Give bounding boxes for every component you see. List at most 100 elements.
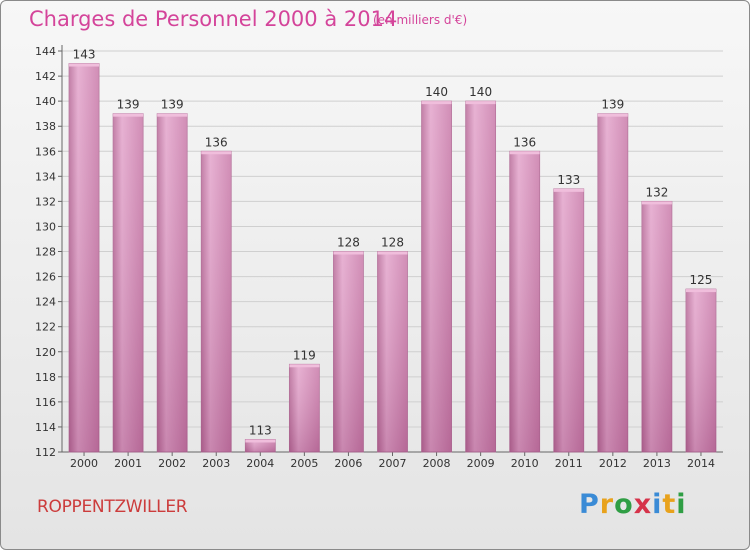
data-label: 125 [690, 273, 713, 287]
x-tick-label: 2014 [687, 457, 715, 470]
bar-top [289, 364, 320, 368]
bar-shade [113, 113, 144, 452]
bar-top [509, 151, 540, 155]
data-label: 136 [205, 135, 228, 149]
y-tick-label: 122 [35, 321, 56, 334]
chart-subtitle: (en milliers d'€) [373, 13, 468, 27]
bar [597, 113, 629, 453]
data-label: 119 [293, 348, 316, 362]
data-label: 132 [645, 185, 668, 199]
y-tick-label: 116 [35, 396, 56, 409]
bar [288, 363, 320, 453]
y-tick-label: 126 [35, 271, 56, 284]
bar-top [245, 439, 276, 443]
logo-letter: x [633, 489, 653, 520]
x-tick-label: 2002 [158, 457, 186, 470]
bar [465, 100, 497, 453]
bar-top [69, 63, 100, 67]
bar [112, 113, 144, 453]
y-tick-label: 118 [35, 371, 56, 384]
y-tick-label: 134 [35, 170, 56, 183]
x-tick-label: 2008 [423, 457, 451, 470]
y-tick-label: 138 [35, 120, 56, 133]
x-tick-label: 2011 [555, 457, 583, 470]
data-label: 113 [249, 423, 272, 437]
bar [509, 150, 541, 453]
bar [244, 439, 276, 453]
bar-top [553, 188, 584, 192]
bar-shade [157, 113, 188, 452]
x-tick-label: 2005 [290, 457, 318, 470]
bar [641, 200, 673, 453]
logo-letter: i [676, 489, 687, 520]
y-tick-label: 130 [35, 220, 56, 233]
y-tick-label: 114 [35, 421, 56, 434]
bar [553, 188, 585, 453]
x-tick-label: 2001 [114, 457, 142, 470]
bar-shade [509, 151, 540, 452]
logo-letter: P [579, 489, 600, 520]
x-tick-label: 2012 [599, 457, 627, 470]
data-label: 140 [469, 85, 492, 99]
y-tick-label: 124 [35, 296, 56, 309]
data-labels: 143 139 139 136 113 119 128 128 140 140 136 133 139 1… [73, 48, 713, 438]
y-tick-label: 142 [35, 70, 56, 83]
bar-shade [553, 188, 584, 452]
x-tick-label: 2000 [70, 457, 98, 470]
bar-shade [377, 251, 408, 452]
bar [685, 288, 717, 453]
bar-top [157, 113, 188, 117]
logo-letter: i [652, 489, 663, 520]
bar-shade [245, 439, 276, 452]
y-tick-label: 136 [35, 145, 56, 158]
bar-shade [641, 201, 672, 452]
bars [68, 63, 717, 453]
bar [68, 63, 100, 453]
bar-top [421, 101, 452, 105]
data-label: 139 [117, 98, 140, 112]
bar [156, 113, 188, 453]
y-tick-label: 132 [35, 195, 56, 208]
proxiti-logo[interactable]: Proxiti [579, 489, 687, 520]
bar-shade [201, 151, 232, 452]
x-tick-label: 2003 [202, 457, 230, 470]
bar-top [685, 289, 716, 293]
data-label: 139 [601, 98, 624, 112]
bar-top [201, 151, 232, 155]
bar [200, 150, 232, 453]
bar-top [465, 101, 496, 105]
bar-shade [685, 289, 716, 452]
bar-top [333, 251, 364, 255]
y-tick-label: 120 [35, 346, 56, 359]
x-tick-label: 2013 [643, 457, 671, 470]
logo-letter: t [662, 489, 677, 520]
y-tick-label: 128 [35, 246, 56, 259]
chart-title: Charges de Personnel 2000 à 2014 [29, 7, 398, 31]
data-label: 140 [425, 85, 448, 99]
bar-shade [333, 251, 364, 452]
bar-top [377, 251, 408, 255]
y-tick-label: 144 [35, 45, 56, 58]
data-label: 133 [557, 173, 580, 187]
bar-shade [421, 101, 452, 452]
bar-shade [69, 63, 100, 452]
bar [333, 251, 364, 453]
bar-shade [289, 364, 320, 452]
data-label: 128 [381, 236, 404, 250]
y-tick-label: 112 [35, 446, 56, 459]
logo-letter: r [599, 489, 615, 520]
bar-top [597, 113, 628, 117]
data-label: 128 [337, 236, 360, 250]
x-tick-label: 2009 [467, 457, 495, 470]
data-label: 143 [73, 48, 96, 62]
bar-top [113, 113, 144, 117]
y-tick-label: 140 [35, 95, 56, 108]
bar [377, 251, 408, 453]
logo-letter: o [614, 489, 634, 520]
bar [421, 100, 452, 453]
data-label: 136 [513, 135, 536, 149]
x-tick-label: 2007 [379, 457, 407, 470]
data-label: 139 [161, 98, 184, 112]
